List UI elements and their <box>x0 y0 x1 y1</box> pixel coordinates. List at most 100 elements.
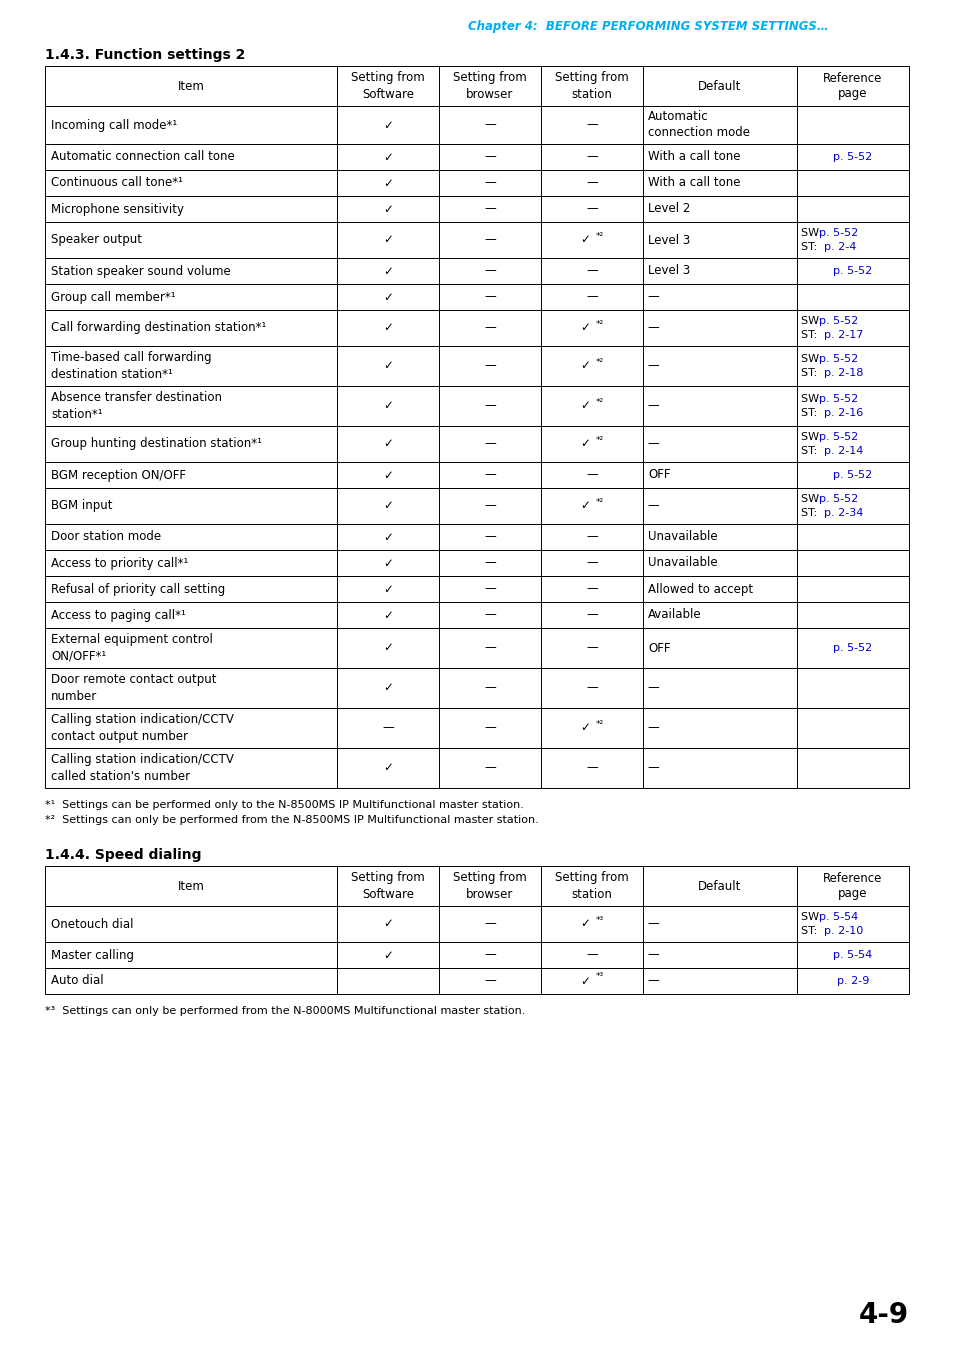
Text: —: — <box>647 948 659 962</box>
Text: —: — <box>483 681 496 694</box>
Text: p. 2-14: p. 2-14 <box>822 446 862 455</box>
Text: Master calling: Master calling <box>51 948 133 962</box>
Text: With a call tone: With a call tone <box>647 177 740 189</box>
Text: Door remote contact output
number: Door remote contact output number <box>51 673 216 703</box>
Text: ✓: ✓ <box>383 582 393 596</box>
Text: Unavailable: Unavailable <box>647 531 717 543</box>
Text: Item: Item <box>177 80 204 92</box>
Text: ✓: ✓ <box>383 917 393 931</box>
Text: ✓: ✓ <box>579 721 589 735</box>
Text: ✓: ✓ <box>579 234 589 246</box>
Bar <box>45 942 908 969</box>
Text: —: — <box>647 681 659 694</box>
Text: Absence transfer destination
station*¹: Absence transfer destination station*¹ <box>51 392 222 420</box>
Text: —: — <box>483 290 496 304</box>
Text: ✓: ✓ <box>383 119 393 131</box>
Text: ✓: ✓ <box>579 359 589 373</box>
Text: Allowed to accept: Allowed to accept <box>647 582 752 596</box>
Text: Calling station indication/CCTV
contact output number: Calling station indication/CCTV contact … <box>51 713 233 743</box>
Text: —: — <box>483 119 496 131</box>
Bar <box>45 628 908 667</box>
Text: p. 5-52: p. 5-52 <box>819 228 858 239</box>
Text: SW:: SW: <box>800 228 824 239</box>
Text: —: — <box>483 557 496 570</box>
Text: Group call member*¹: Group call member*¹ <box>51 290 175 304</box>
Text: *²: *² <box>596 720 603 728</box>
Text: —: — <box>647 721 659 735</box>
Text: ST:: ST: <box>800 925 823 935</box>
Text: p. 2-4: p. 2-4 <box>822 242 855 251</box>
Text: —: — <box>483 974 496 988</box>
Text: Level 3: Level 3 <box>647 234 689 246</box>
Text: ✓: ✓ <box>579 322 589 335</box>
Text: ✓: ✓ <box>383 438 393 450</box>
Text: —: — <box>483 582 496 596</box>
Text: ✓: ✓ <box>579 400 589 412</box>
Text: p. 5-52: p. 5-52 <box>832 266 872 276</box>
Text: —: — <box>382 721 394 735</box>
Bar <box>45 603 908 628</box>
Text: Door station mode: Door station mode <box>51 531 161 543</box>
Text: Reference
page: Reference page <box>822 871 882 901</box>
Text: p. 2-18: p. 2-18 <box>822 367 862 377</box>
Text: —: — <box>483 721 496 735</box>
Bar <box>45 708 908 748</box>
Text: *³: *³ <box>596 973 603 981</box>
Text: ✓: ✓ <box>383 500 393 512</box>
Text: —: — <box>585 203 598 216</box>
Bar <box>45 222 908 258</box>
Bar <box>45 667 908 708</box>
Text: Access to paging call*¹: Access to paging call*¹ <box>51 608 186 621</box>
Text: SW:: SW: <box>800 494 824 504</box>
Text: OFF: OFF <box>647 469 670 481</box>
Text: ✓: ✓ <box>383 359 393 373</box>
Text: ✓: ✓ <box>383 150 393 163</box>
Text: ✓: ✓ <box>383 203 393 216</box>
Text: Incoming call mode*¹: Incoming call mode*¹ <box>51 119 177 131</box>
Text: p. 2-10: p. 2-10 <box>822 925 862 935</box>
Text: ✓: ✓ <box>383 557 393 570</box>
Text: ✓: ✓ <box>383 265 393 277</box>
Text: ST:: ST: <box>800 367 823 377</box>
Bar <box>45 524 908 550</box>
Text: Available: Available <box>647 608 700 621</box>
Text: Reference
page: Reference page <box>822 72 882 100</box>
Text: Refusal of priority call setting: Refusal of priority call setting <box>51 582 225 596</box>
Text: Group hunting destination station*¹: Group hunting destination station*¹ <box>51 438 262 450</box>
Text: —: — <box>585 557 598 570</box>
Text: —: — <box>585 948 598 962</box>
Text: Setting from
Software: Setting from Software <box>351 72 424 100</box>
Text: Setting from
station: Setting from station <box>555 871 628 901</box>
Text: —: — <box>483 265 496 277</box>
Bar <box>45 309 908 346</box>
Text: —: — <box>483 642 496 654</box>
Text: ✓: ✓ <box>383 531 393 543</box>
Text: OFF: OFF <box>647 642 670 654</box>
Bar <box>45 426 908 462</box>
Text: ✓: ✓ <box>383 290 393 304</box>
Text: 1.4.4. Speed dialing: 1.4.4. Speed dialing <box>45 848 201 862</box>
Text: —: — <box>647 322 659 335</box>
Text: ST:: ST: <box>800 446 823 455</box>
Text: —: — <box>647 359 659 373</box>
Text: Setting from
browser: Setting from browser <box>453 72 526 100</box>
Text: p. 5-52: p. 5-52 <box>832 470 872 480</box>
Text: Level 2: Level 2 <box>647 203 690 216</box>
Text: —: — <box>585 119 598 131</box>
Text: *³: *³ <box>596 916 603 924</box>
Text: —: — <box>483 917 496 931</box>
Text: Auto dial: Auto dial <box>51 974 104 988</box>
Text: ✓: ✓ <box>579 438 589 450</box>
Text: *³  Settings can only be performed from the N-8000MS Multifunctional master stat: *³ Settings can only be performed from t… <box>45 1006 525 1016</box>
Text: p. 2-9: p. 2-9 <box>836 975 868 986</box>
Text: Continuous call tone*¹: Continuous call tone*¹ <box>51 177 183 189</box>
Bar <box>45 907 908 942</box>
Text: ST:: ST: <box>800 408 823 417</box>
Text: —: — <box>585 642 598 654</box>
Text: —: — <box>483 948 496 962</box>
Text: Unavailable: Unavailable <box>647 557 717 570</box>
Text: ✓: ✓ <box>579 974 589 988</box>
Text: p. 5-52: p. 5-52 <box>819 316 858 327</box>
Text: p. 5-52: p. 5-52 <box>819 494 858 504</box>
Text: p. 2-34: p. 2-34 <box>822 508 862 517</box>
